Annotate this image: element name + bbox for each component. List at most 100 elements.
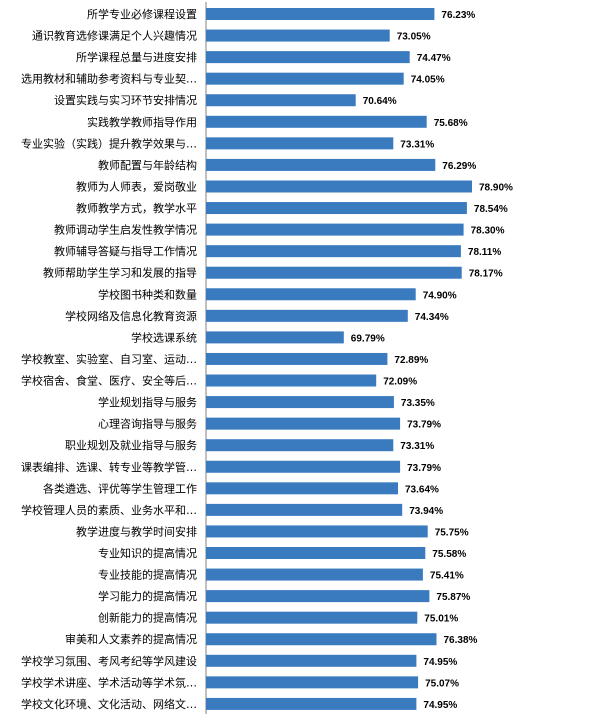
category-label: 专业技能的提高情况 <box>98 568 197 582</box>
bar <box>206 266 462 279</box>
bar <box>206 568 423 581</box>
value-label: 75.58% <box>432 549 466 560</box>
bar <box>206 51 410 64</box>
bar <box>206 676 419 689</box>
bar <box>206 72 404 85</box>
value-label: 74.90% <box>423 290 457 301</box>
bar <box>206 525 428 538</box>
category-label: 创新能力的提高情况 <box>98 611 197 625</box>
value-label: 74.34% <box>415 312 449 323</box>
value-label: 78.30% <box>471 226 505 237</box>
value-label: 76.38% <box>444 635 478 646</box>
category-label: 心理咨询指导与服务 <box>98 417 197 431</box>
value-label: 73.79% <box>407 463 441 474</box>
value-label: 72.09% <box>383 377 417 388</box>
value-label: 74.47% <box>417 53 451 64</box>
category-label: 专业实验（实践）提升教学效果与… <box>21 136 197 150</box>
value-label: 78.90% <box>479 182 513 193</box>
category-label: 教学进度与教学时间安排 <box>76 524 197 538</box>
category-label: 所学课程总量与进度安排 <box>76 50 197 64</box>
value-label: 75.07% <box>425 678 459 689</box>
category-label: 学校宿舍、食堂、医疗、安全等后… <box>21 374 197 388</box>
category-label: 选用教材和辅助参考资料与专业契… <box>21 72 197 86</box>
value-label: 73.94% <box>409 506 443 517</box>
bar <box>206 331 344 344</box>
bar <box>206 654 417 667</box>
value-label: 73.31% <box>400 441 434 452</box>
category-label: 课表编排、选课、转专业等教学管… <box>21 460 197 474</box>
bar <box>206 309 408 322</box>
value-label: 75.01% <box>424 614 458 625</box>
bar <box>206 223 464 236</box>
value-labels: 76.23%73.05%74.47%74.05%70.64%75.68%73.3… <box>351 10 513 711</box>
value-label: 75.87% <box>436 592 470 603</box>
value-label: 69.79% <box>351 333 385 344</box>
bar <box>206 547 426 559</box>
bar <box>206 8 435 20</box>
bar <box>206 288 416 301</box>
value-label: 78.17% <box>469 269 503 280</box>
category-label: 教师配置与年龄结构 <box>98 158 197 172</box>
value-label: 70.64% <box>363 96 397 107</box>
category-label: 学习能力的提高情况 <box>98 589 197 603</box>
value-label: 74.05% <box>411 75 445 86</box>
bar <box>206 590 430 603</box>
bar <box>206 611 418 624</box>
value-label: 73.31% <box>400 139 434 150</box>
value-label: 73.35% <box>401 398 435 409</box>
value-label: 74.95% <box>423 700 457 711</box>
category-label: 学业规划指导与服务 <box>98 395 197 409</box>
category-label: 教师帮助学生学习和发展的指导 <box>43 266 197 280</box>
value-label: 76.23% <box>441 10 475 21</box>
category-label: 教师辅导答疑与指导工作情况 <box>54 244 197 258</box>
value-label: 76.29% <box>442 161 476 172</box>
value-label: 75.68% <box>434 118 468 129</box>
category-label: 专业知识的提高情况 <box>98 546 197 560</box>
bar <box>206 245 461 258</box>
bar <box>206 503 403 516</box>
value-label: 75.75% <box>435 527 469 538</box>
value-label: 73.79% <box>407 420 441 431</box>
category-label: 所学专业必修课程设置 <box>87 7 197 21</box>
bar <box>206 460 401 473</box>
bar <box>206 633 437 646</box>
bar <box>206 29 390 42</box>
category-label: 学校学术讲座、学术活动等学术氛… <box>21 675 197 689</box>
value-label: 78.11% <box>468 247 501 258</box>
value-label: 73.05% <box>397 32 431 43</box>
value-label: 72.89% <box>394 355 428 366</box>
bar <box>206 697 417 710</box>
bar <box>206 417 401 430</box>
value-label: 75.41% <box>430 571 464 582</box>
category-label: 学校文化环境、文化活动、网络文… <box>21 697 197 711</box>
category-label: 教师为人师表，爱岗敬业 <box>76 179 197 193</box>
category-labels: 所学专业必修课程设置通识教育选修课满足个人兴趣情况所学课程总量与进度安排选用教材… <box>21 7 197 711</box>
category-label: 学校教室、实验室、自习室、运动… <box>21 352 197 366</box>
bar <box>206 202 467 215</box>
category-label: 学校网络及信息化教育资源 <box>65 309 197 323</box>
category-label: 通识教育选修课满足个人兴趣情况 <box>32 29 197 43</box>
bar <box>206 137 394 150</box>
bar <box>206 180 472 193</box>
bars <box>206 8 472 710</box>
category-label: 教师调动学生启发性教学情况 <box>54 223 197 237</box>
bar <box>206 94 356 107</box>
category-label: 实践教学教师指导作用 <box>87 115 197 129</box>
bar <box>206 115 427 128</box>
bar <box>206 352 388 365</box>
category-label: 学校学习氛围、考风考纪等学风建设 <box>21 654 197 668</box>
bar <box>206 396 394 409</box>
category-label: 学校图书种类和数量 <box>98 287 197 301</box>
category-label: 职业规划及就业指导与服务 <box>65 438 197 452</box>
category-label: 学校选课系统 <box>131 330 197 344</box>
bar <box>206 158 436 171</box>
bar <box>206 439 394 452</box>
value-label: 74.95% <box>423 657 457 668</box>
category-label: 审美和人文素养的提高情况 <box>65 632 197 646</box>
category-label: 各类遴选、评优等学生管理工作 <box>43 481 197 495</box>
bar <box>206 482 398 495</box>
category-label: 学校管理人员的素质、业务水平和… <box>21 503 197 517</box>
value-label: 78.54% <box>474 204 508 215</box>
category-label: 教师教学方式，教学水平 <box>76 201 197 215</box>
